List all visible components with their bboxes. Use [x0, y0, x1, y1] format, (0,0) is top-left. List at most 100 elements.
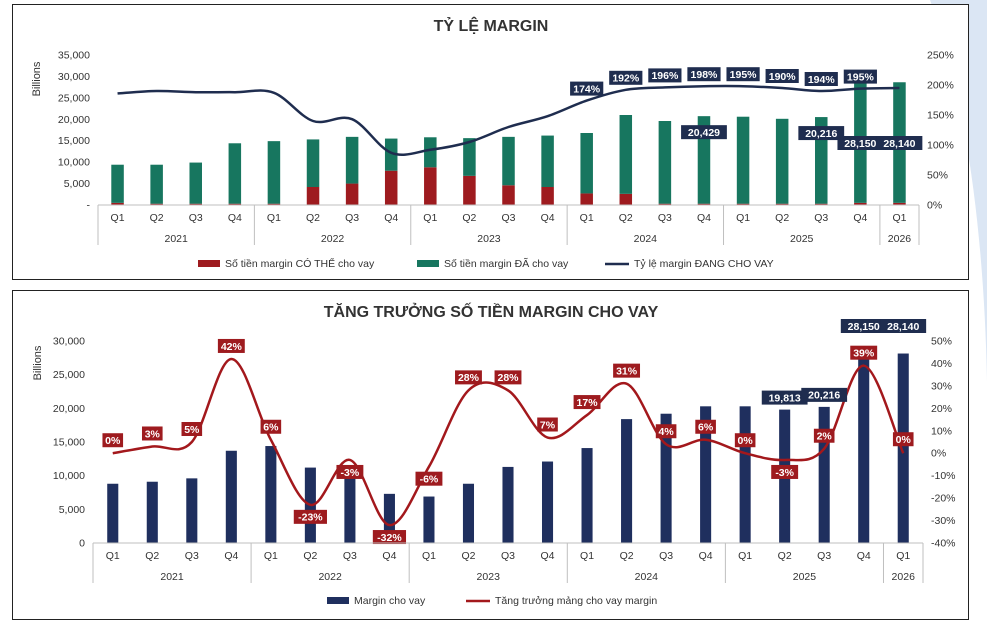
x-tick-label: Q2: [306, 212, 320, 224]
y-tick-label: 0: [79, 538, 85, 550]
bar-loans: [265, 446, 277, 543]
x-tick-label: Q2: [303, 550, 317, 562]
line-data-label: 0%: [738, 435, 754, 447]
x-tick-label: Q3: [343, 550, 357, 562]
y-tick-label: 10,000: [53, 470, 85, 482]
line-data-label-box: [771, 464, 799, 479]
corner-swoosh: [930, 0, 987, 460]
bar-loans: [660, 413, 672, 543]
legend-swatch-loans: [327, 597, 349, 604]
bar-loans: [858, 353, 870, 543]
x-tick-label: Q3: [345, 212, 359, 224]
y-tick-label: 5,000: [64, 178, 90, 190]
margin-ratio-chart: TỶ LỆ MARGIN Billions 20,429 20,216 28,150…: [12, 4, 969, 280]
line-data-label-box: [260, 419, 282, 434]
bar-data-label-box: [837, 136, 884, 150]
line-data-label-box: [181, 422, 203, 436]
legend-swatch-lent: [417, 260, 439, 267]
year-label: 2026: [892, 571, 916, 583]
y2-tick-label: -40%: [931, 538, 956, 550]
bar-loans: [700, 406, 712, 543]
series-line: [112, 357, 905, 527]
bar-lent: [384, 138, 398, 171]
line-data-label-box: [734, 433, 756, 448]
x-tick-label: Q1: [106, 550, 120, 562]
line-data-label: 0%: [105, 435, 121, 447]
line-data-label-box: [609, 70, 643, 85]
bar-lent: [736, 116, 750, 204]
bar-loans: [107, 483, 119, 543]
bar-data-label: 28,150: [844, 138, 876, 150]
x-tick-label: Q3: [501, 550, 515, 562]
margin-ratio-chart-svg: TỶ LỆ MARGIN Billions 20,429 20,216 28,150…: [31, 16, 954, 270]
chart-title: TĂNG TRƯỞNG SỐ TIỀN MARGIN CHO VAY: [324, 301, 659, 321]
line-data-label: 28%: [497, 372, 519, 384]
line-data-label: 0%: [896, 434, 912, 446]
year-label: 2021: [160, 571, 184, 583]
bar-lent: [463, 138, 476, 176]
bar-lent: [502, 136, 515, 186]
y2-tick-label: 250%: [927, 50, 954, 62]
line-data-label-box: [573, 395, 601, 410]
y-tick-label: 25,000: [58, 92, 90, 104]
bar-lent: [775, 118, 789, 204]
bar-lent: [424, 137, 437, 168]
y2-tick-label: 50%: [931, 336, 952, 348]
bar-data-label-box: [681, 125, 727, 140]
year-label: 2022: [318, 571, 342, 583]
line-data-label: 42%: [221, 341, 243, 353]
bar-loans: [621, 419, 633, 543]
bar-loans: [383, 493, 395, 543]
bar-loans: [897, 353, 909, 543]
bar-available: [854, 202, 867, 205]
line-data-label: 31%: [616, 365, 638, 377]
bar-data-label-box: [880, 319, 927, 333]
line-data-label-box: [648, 68, 682, 83]
bar-available: [150, 203, 163, 205]
bar-lent: [150, 164, 163, 204]
line-data-label-box: [293, 509, 327, 524]
line-data-label: 192%: [612, 73, 640, 85]
line-data-label-box: [850, 345, 878, 360]
bar-data-label-box: [798, 126, 845, 141]
bar-loans: [186, 478, 198, 543]
bar-data-label: 20,429: [688, 127, 720, 139]
year-label: 2023: [477, 233, 501, 245]
bar-loans: [225, 450, 237, 543]
x-tick-label: Q1: [267, 212, 281, 224]
y2-tick-label: 200%: [927, 80, 954, 92]
bar-loans: [146, 481, 158, 543]
line-data-label-box: [217, 338, 245, 353]
bar-data-label: 28,150: [848, 321, 880, 333]
bar-available: [111, 202, 124, 205]
x-tick-label: Q1: [580, 212, 594, 224]
bar-data-label: 20,216: [808, 390, 840, 402]
y-tick-label: -: [87, 200, 91, 212]
line-data-label-box: [537, 417, 558, 432]
line-data-label-box: [695, 419, 716, 434]
line-data-label-box: [372, 530, 407, 545]
y2-tick-label: -10%: [931, 470, 956, 482]
y2-tick-label: 10%: [931, 425, 952, 437]
series-line: [117, 84, 900, 156]
line-data-label-box: [892, 432, 914, 447]
year-label: 2025: [790, 233, 814, 245]
line-data-label: 190%: [769, 71, 797, 83]
line-data-label: 7%: [540, 419, 556, 431]
year-label: 2023: [477, 571, 501, 583]
margin-growth-chart: TĂNG TRƯỞNG SỐ TIỀN MARGIN CHO VAY Billi…: [12, 290, 969, 620]
line-data-label: -23%: [298, 512, 323, 524]
y-tick-label: 25,000: [53, 369, 85, 381]
bar-lent: [541, 135, 554, 187]
x-tick-label: Q4: [699, 550, 713, 562]
x-tick-label: Q2: [461, 550, 475, 562]
year-label: 2024: [635, 571, 659, 583]
bar-available: [580, 193, 593, 205]
y-tick-label: 5,000: [59, 504, 85, 516]
year-label: 2024: [634, 233, 658, 245]
year-label: 2021: [165, 233, 189, 245]
legend-label-available: Số tiền margin CÓ THỂ cho vay: [225, 257, 375, 270]
y-tick-label: 30,000: [58, 71, 90, 83]
bar-available: [345, 183, 359, 205]
x-tick-label: Q4: [228, 212, 242, 224]
